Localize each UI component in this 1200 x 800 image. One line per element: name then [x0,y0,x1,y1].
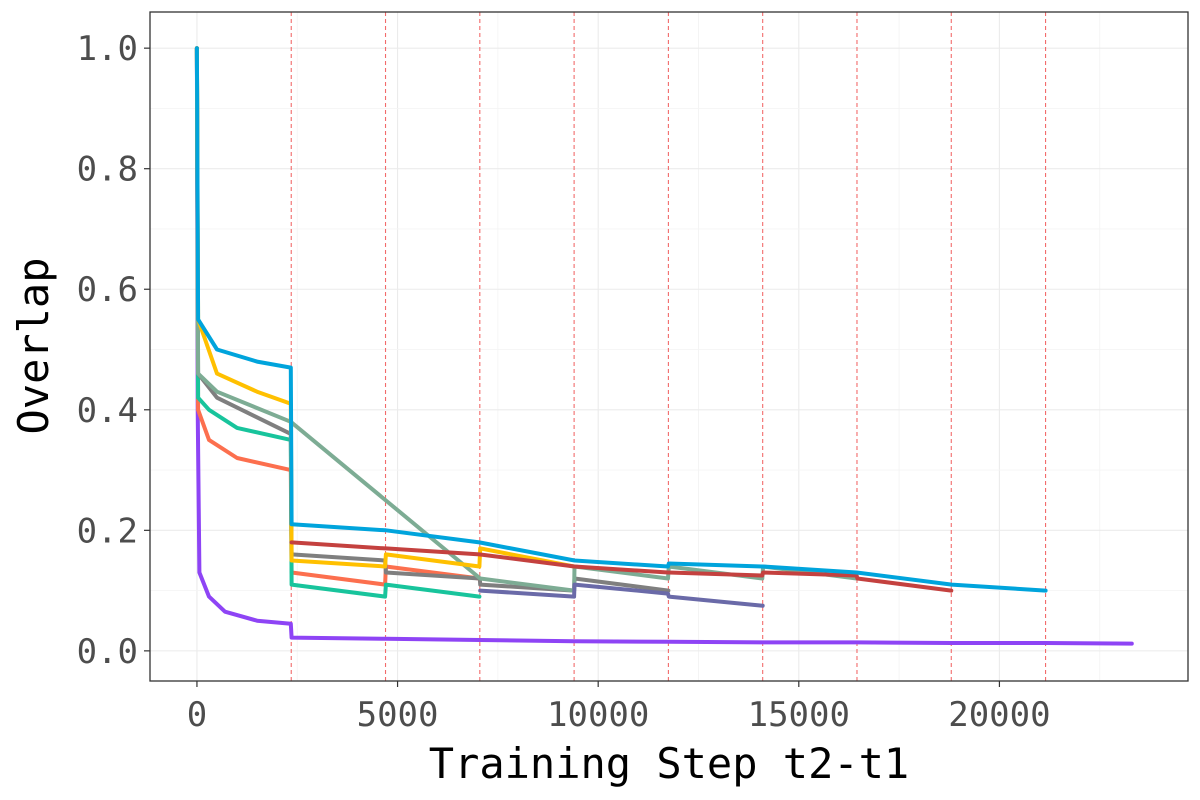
series-line-1 [194,46,1134,646]
axis-ticks: 0 5000 10000 15000 20000 0.0 0.2 0.4 0.6 0.8 1.0 [77,29,1051,735]
series-line-8 [289,540,954,593]
series-lines [194,46,1134,646]
y-tick-label: 0.0 [77,632,138,672]
x-axis-title: Training Step t2-t1 [429,739,909,788]
series-line-7 [194,46,577,569]
series-line-6 [478,582,765,608]
y-tick-label: 0.6 [77,270,138,310]
plot-border [149,11,1189,682]
x-tick-label: 20000 [948,695,1050,735]
plot-panel [150,12,1188,681]
y-tick-label: 0.2 [77,511,138,551]
y-axis-title: Overlap [9,257,58,434]
x-tick-label: 0 [187,695,207,735]
y-tick-label: 1.0 [77,29,138,69]
y-tick-label: 0.4 [77,391,138,431]
x-tick-label: 5000 [357,695,439,735]
series-line-9 [194,46,1048,593]
x-tick-label: 15000 [748,695,850,735]
x-tick-label: 10000 [547,695,649,735]
y-tick-label: 0.8 [77,150,138,190]
